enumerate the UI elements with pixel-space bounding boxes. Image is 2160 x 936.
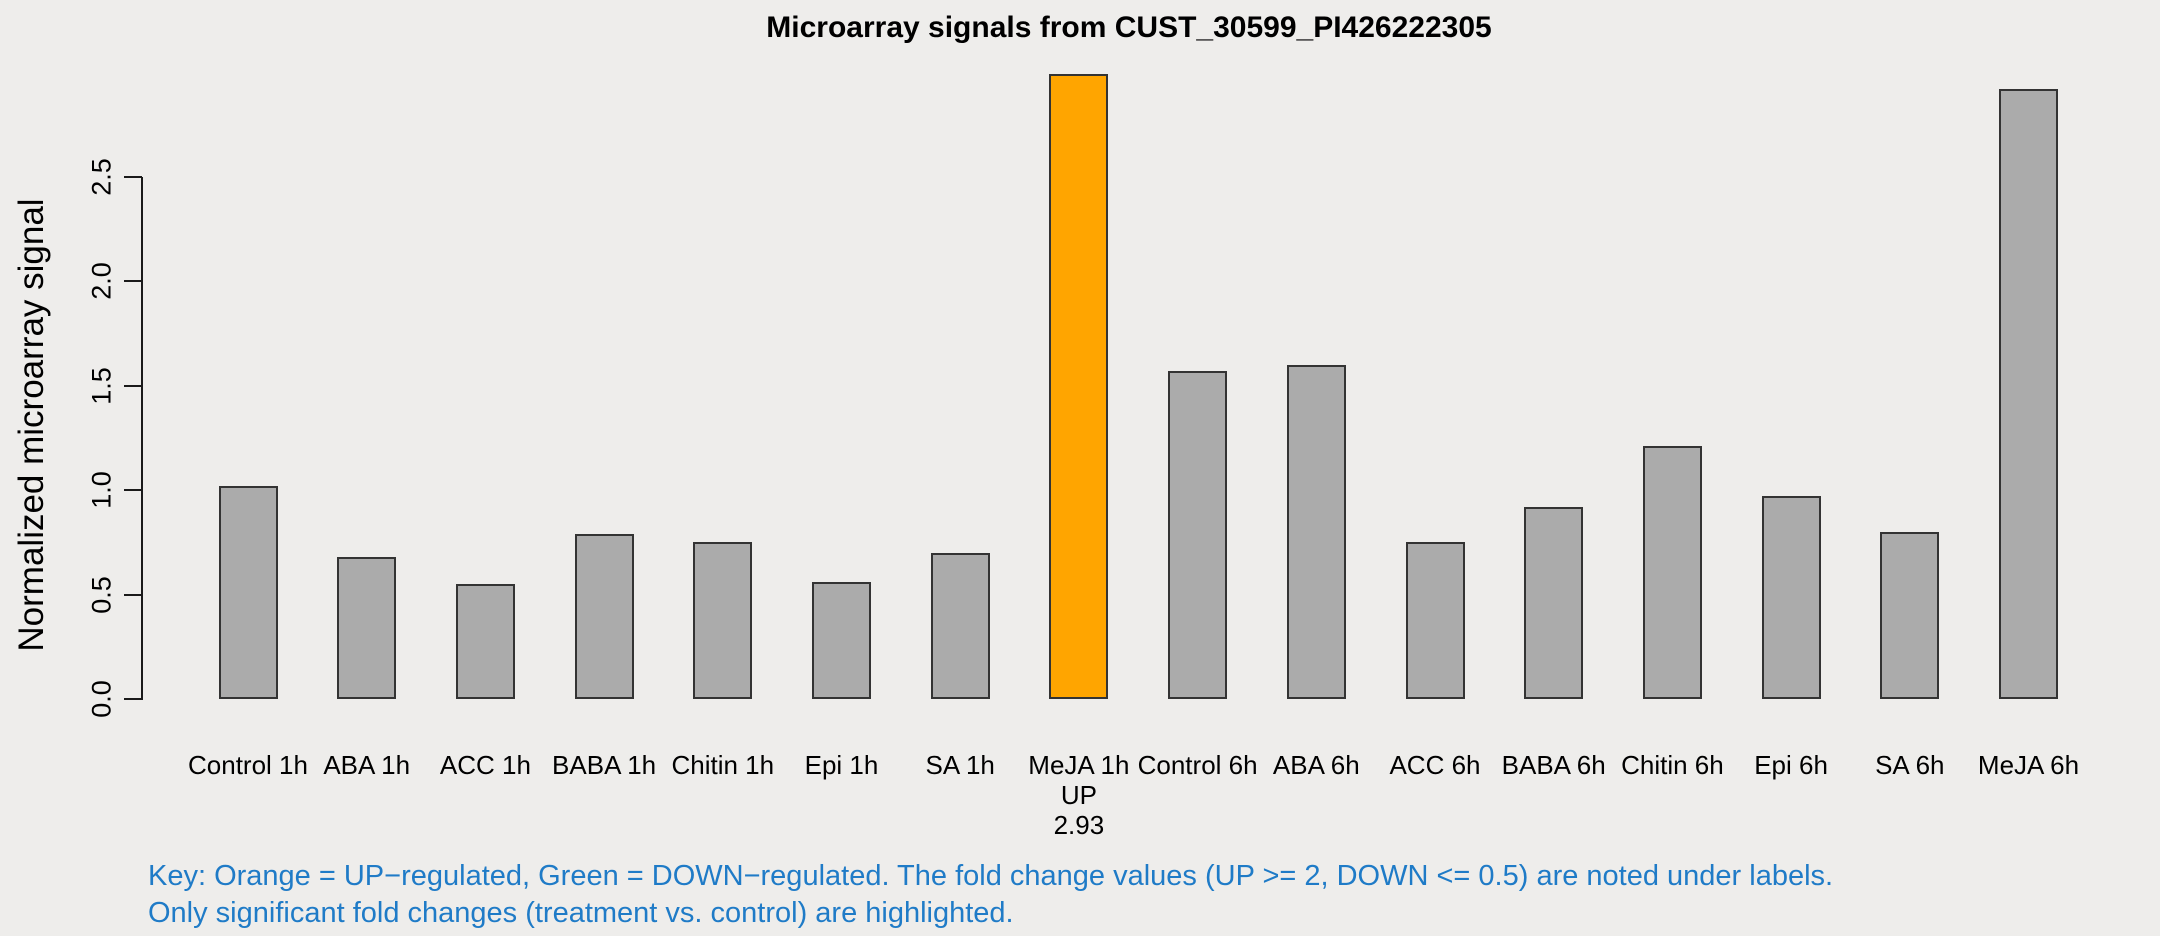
key-text: Key: Orange = UP−regulated, Green = DOWN…: [148, 858, 1833, 932]
bar-chitin-6h: [1642, 446, 1702, 699]
y-axis-tick-label: 2.0: [86, 262, 117, 300]
x-axis-label-baba-6h: BABA 6h: [1501, 750, 1606, 780]
x-axis-label-baba-1h: BABA 1h: [552, 750, 657, 780]
bar-meja-6h: [1999, 88, 2058, 699]
key-line-1: Key: Orange = UP−regulated, Green = DOWN…: [148, 860, 1834, 892]
bar-sa-1h: [930, 552, 990, 699]
bar-chitin-1h: [693, 542, 753, 699]
x-axis-label-sa-6h: SA 6h: [1875, 750, 1945, 780]
x-axis-label-aba-6h: ABA 6h: [1272, 750, 1360, 780]
x-axis-label-epi-6h: Epi 6h: [1754, 750, 1828, 780]
y-axis-tick-label: 2.5: [86, 157, 117, 196]
bar-annotation-fold-change: 2.93: [1053, 810, 1105, 840]
y-axis-line: [141, 176, 143, 700]
y-axis-tick: [124, 489, 142, 491]
bar-baba-1h: [574, 533, 634, 699]
bar-acc-6h: [1405, 542, 1465, 699]
bar-aba-1h: [337, 556, 397, 699]
y-axis-title: Normalized microarray signal: [12, 198, 51, 652]
x-axis-label-chitin-6h: Chitin 6h: [1621, 750, 1724, 780]
y-axis-tick-label: 0.0: [86, 680, 117, 718]
y-axis-tick-label: 1.5: [86, 366, 117, 405]
bar-sa-6h: [1880, 531, 1940, 699]
y-axis-tick: [124, 593, 142, 596]
x-axis-label-aba-1h: ABA 1h: [323, 750, 411, 780]
key-line-2: Only significant fold changes (treatment…: [148, 897, 1014, 929]
x-axis-label-epi-1h: Epi 1h: [804, 750, 879, 780]
bar-meja-1h: [1049, 74, 1109, 699]
bar-control-1h: [218, 485, 278, 699]
bar-annotation-direction: UP: [1060, 780, 1097, 810]
x-axis-label-acc-6h: ACC 6h: [1389, 750, 1481, 780]
y-axis-tick-label: 0.5: [86, 575, 117, 614]
x-axis-label-control-1h: Control 1h: [188, 750, 308, 780]
bar-epi-1h: [812, 581, 871, 699]
x-axis-label-meja-6h: MeJA 6h: [1977, 750, 2080, 780]
y-axis-tick: [124, 384, 142, 387]
x-axis-label-acc-1h: ACC 1h: [439, 750, 531, 780]
x-axis-label-control-6h: Control 6h: [1137, 750, 1258, 780]
x-axis-label-meja-1h: MeJA 1h: [1028, 750, 1130, 780]
chart-title: Microarray signals from CUST_30599_PI426…: [766, 11, 1492, 44]
bar-epi-6h: [1761, 496, 1821, 699]
bar-acc-1h: [455, 584, 515, 699]
bar-baba-6h: [1524, 506, 1584, 699]
y-axis-tick: [124, 698, 142, 700]
x-axis-label-sa-1h: SA 1h: [925, 750, 995, 780]
bar-aba-6h: [1286, 364, 1346, 699]
y-axis-tick: [124, 175, 142, 178]
bar-control-6h: [1168, 370, 1228, 699]
x-axis-label-chitin-1h: Chitin 1h: [671, 750, 775, 780]
y-axis-tick: [124, 280, 142, 282]
y-axis-tick-label: 1.0: [86, 471, 117, 509]
